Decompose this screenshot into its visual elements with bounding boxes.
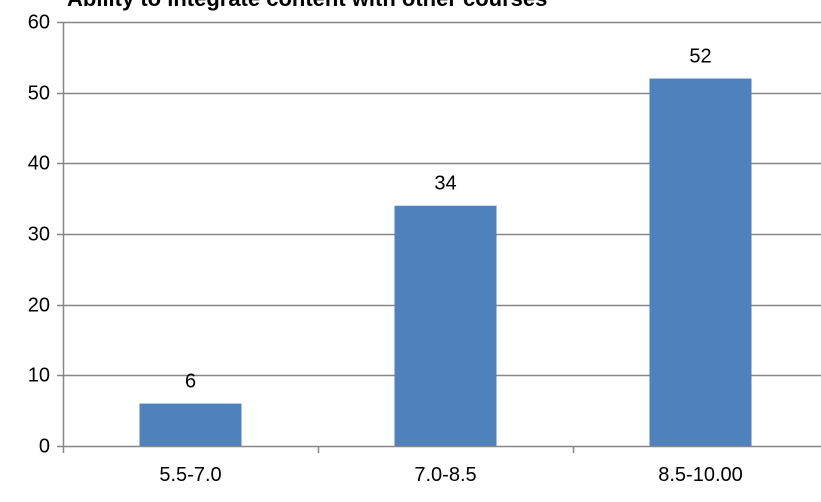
- x-tick-label: 5.5-7.0: [159, 464, 221, 486]
- y-tick-label: 10: [28, 365, 50, 387]
- bar: [649, 78, 752, 447]
- labels: 0 10 20 30 40 50 60 6 5.5-7.0 34 7.0-8.5 52 8.5-10.0…: [28, 12, 743, 487]
- bar: [139, 403, 242, 446]
- y-tick-label: 30: [28, 224, 50, 246]
- y-tick-label: 0: [39, 436, 50, 458]
- axes: [57, 21, 821, 453]
- y-tick-label: 20: [28, 295, 50, 317]
- data-label: 52: [689, 46, 711, 68]
- data-label: 34: [434, 173, 456, 195]
- y-tick-label: 40: [28, 153, 50, 175]
- data-label: 6: [185, 371, 196, 393]
- chart-title: Ability to integrate content with other …: [67, 0, 547, 11]
- x-tick-label: 8.5-10.00: [658, 464, 743, 486]
- bar: [394, 205, 497, 446]
- x-tick-label: 7.0-8.5: [414, 464, 476, 486]
- y-tick-label: 50: [28, 83, 50, 105]
- bars: [139, 78, 752, 447]
- y-tick-label: 60: [28, 12, 50, 34]
